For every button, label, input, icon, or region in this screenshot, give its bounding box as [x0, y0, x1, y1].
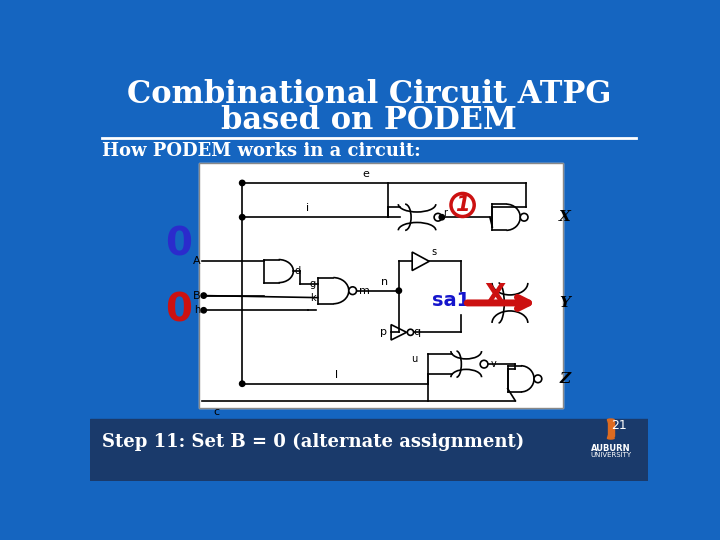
Text: UNIVERSITY: UNIVERSITY: [590, 452, 631, 458]
Circle shape: [240, 214, 245, 220]
Bar: [90, 419, 648, 481]
Text: u: u: [411, 354, 417, 364]
Text: X: X: [559, 210, 571, 224]
Text: How PODEM works in a circuit:: How PODEM works in a circuit:: [102, 142, 420, 160]
Text: k: k: [310, 293, 315, 302]
Wedge shape: [608, 419, 614, 429]
Text: n: n: [381, 277, 388, 287]
Text: h: h: [194, 305, 201, 315]
Circle shape: [240, 180, 245, 186]
Circle shape: [434, 213, 442, 221]
Text: d: d: [295, 266, 301, 276]
Text: A: A: [193, 256, 201, 266]
Text: B: B: [193, 291, 201, 301]
Text: v: v: [490, 359, 496, 369]
Text: X: X: [485, 281, 506, 309]
Text: 21: 21: [611, 418, 626, 431]
Circle shape: [521, 213, 528, 221]
Text: Step 11: Set B = 0 (alternate assignment): Step 11: Set B = 0 (alternate assignment…: [102, 433, 524, 451]
Circle shape: [396, 288, 402, 293]
Text: r: r: [444, 208, 447, 218]
Text: s: s: [431, 247, 436, 258]
Text: Y: Y: [559, 296, 570, 310]
Text: Z: Z: [559, 372, 570, 386]
Bar: [608, 421, 614, 436]
Text: based on PODEM: based on PODEM: [221, 105, 517, 136]
Text: 0: 0: [165, 291, 192, 329]
Circle shape: [408, 329, 413, 335]
Circle shape: [201, 293, 207, 298]
Circle shape: [439, 214, 444, 220]
Text: sa1: sa1: [431, 291, 470, 310]
Text: l: l: [336, 370, 338, 380]
Circle shape: [534, 375, 541, 383]
Text: AUBURN: AUBURN: [591, 444, 631, 453]
Text: c: c: [214, 407, 220, 417]
Text: 0: 0: [165, 225, 192, 263]
Circle shape: [240, 381, 245, 387]
Bar: [199, 164, 563, 408]
Bar: [199, 164, 563, 408]
Text: q: q: [413, 327, 420, 338]
Text: Combinational Circuit ATPG: Combinational Circuit ATPG: [127, 78, 611, 110]
Circle shape: [480, 360, 488, 368]
Circle shape: [201, 308, 207, 313]
Text: 1: 1: [455, 195, 470, 215]
Text: e: e: [363, 169, 369, 179]
Text: g: g: [310, 279, 315, 289]
Circle shape: [451, 193, 474, 217]
Text: i: i: [306, 204, 310, 213]
Circle shape: [348, 287, 356, 294]
Text: p: p: [380, 327, 387, 338]
Wedge shape: [608, 429, 614, 439]
Text: m: m: [359, 286, 370, 296]
